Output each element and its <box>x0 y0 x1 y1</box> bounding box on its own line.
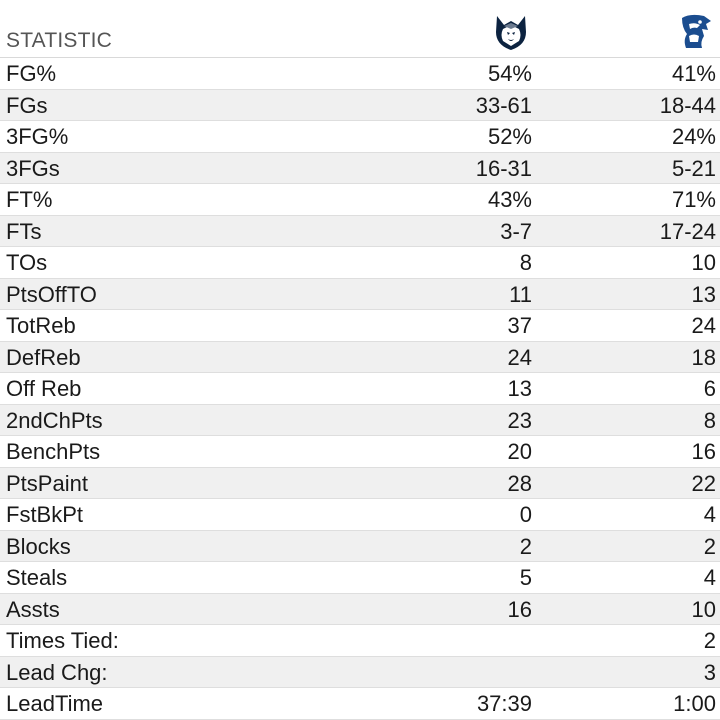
away-team-value: 2 <box>703 533 716 559</box>
stat-label: Blocks <box>6 533 71 559</box>
table-row: TotReb 37 24 <box>0 310 720 342</box>
away-team-value: 18 <box>691 344 716 370</box>
stat-label: Assts <box>6 596 60 622</box>
home-team-value: 28 <box>507 470 532 496</box>
stat-label: PtsPaint <box>6 470 88 496</box>
home-team-value: 3-7 <box>500 218 532 244</box>
stat-label: FT% <box>6 187 53 212</box>
statistic-header-label: STATISTIC <box>6 29 113 52</box>
stat-label: PtsOffTO <box>6 281 97 307</box>
stat-label: LeadTime <box>6 691 104 716</box>
stat-label: TotReb <box>6 313 76 338</box>
stat-label: Steals <box>6 565 68 590</box>
table-row: Blocks 2 2 <box>0 530 720 562</box>
away-team-value: 4 <box>703 502 716 527</box>
stat-label: TOs <box>6 250 48 275</box>
table-row: Lead Chg: 3 <box>0 656 720 688</box>
away-team-value: 10 <box>691 596 716 622</box>
home-team-value: 5 <box>519 565 532 590</box>
home-team-value: 0 <box>519 502 532 527</box>
stat-label: 3FG% <box>6 124 69 149</box>
away-team-value: 10 <box>691 250 716 275</box>
away-team-value: 24% <box>671 124 716 149</box>
table-row: FstBkPt 0 4 <box>0 499 720 531</box>
stats-rows: FG% 54% 41% FGs 33-61 18-44 3FG% 52% 24% 3FGs 16-3… <box>0 58 720 720</box>
table-row: 3FGs 16-31 5-21 <box>0 152 720 184</box>
table-row: PtsPaint 28 22 <box>0 467 720 499</box>
husky-logo-icon <box>496 16 526 50</box>
stat-label: FTs <box>6 218 42 244</box>
home-team-value: 23 <box>507 407 532 433</box>
stat-label: 2ndChPts <box>6 407 103 433</box>
away-team-value: 16 <box>691 439 716 464</box>
home-team-value: 37:39 <box>476 691 532 716</box>
table-row: LeadTime 37:39 1:00 <box>0 688 720 720</box>
away-team-value: 22 <box>691 470 716 496</box>
home-team-value: 8 <box>519 250 532 275</box>
table-row: FG% 54% 41% <box>0 58 720 90</box>
table-row: DefReb 24 18 <box>0 341 720 373</box>
home-team-value: 13 <box>507 376 532 401</box>
away-team-value: 17-24 <box>659 218 716 244</box>
away-team-value: 1:00 <box>673 691 716 716</box>
away-team-value: 13 <box>691 281 716 307</box>
away-team-value: 18-44 <box>659 92 716 118</box>
away-team-value: 6 <box>703 376 716 401</box>
table-row: BenchPts 20 16 <box>0 436 720 468</box>
away-team-value: 24 <box>691 313 716 338</box>
home-team-value: 54% <box>487 61 532 86</box>
home-team-value: 2 <box>519 533 532 559</box>
home-team-value: 16-31 <box>475 155 532 181</box>
home-team-value: 43% <box>487 187 532 212</box>
bluejay-logo-icon <box>682 14 711 48</box>
table-row: Times Tied: 2 <box>0 625 720 657</box>
table-row: PtsOffTO 11 13 <box>0 278 720 310</box>
stat-label: BenchPts <box>6 439 101 464</box>
stat-label: Lead Chg: <box>6 659 108 685</box>
table-row: 3FG% 52% 24% <box>0 121 720 153</box>
home-team-value: 11 <box>509 281 532 307</box>
stat-label: FGs <box>6 92 48 118</box>
away-team-value: 41% <box>671 61 716 86</box>
home-team-value: 33-61 <box>475 92 532 118</box>
stat-label: DefReb <box>6 344 81 370</box>
home-team-value: 16 <box>507 596 532 622</box>
away-team-value: 5-21 <box>671 155 716 181</box>
table-row: FTs 3-7 17-24 <box>0 215 720 247</box>
home-team-value: 52% <box>487 124 532 149</box>
table-row: FT% 43% 71% <box>0 184 720 216</box>
away-team-value: 4 <box>703 565 716 590</box>
home-team-value: 20 <box>507 439 532 464</box>
table-row: Steals 5 4 <box>0 562 720 594</box>
away-team-value: 71% <box>671 187 716 212</box>
away-team-value: 3 <box>703 659 716 685</box>
stat-label: Times Tied: <box>6 628 119 653</box>
table-row: Off Reb 13 6 <box>0 373 720 405</box>
table-row: Assts 16 10 <box>0 593 720 625</box>
stat-label: FG% <box>6 61 57 86</box>
away-team-value: 2 <box>703 628 716 653</box>
away-team-value: 8 <box>703 407 716 433</box>
table-header: STATISTIC <box>0 0 720 58</box>
stat-label: 3FGs <box>6 155 60 181</box>
stat-label: Off Reb <box>6 376 82 401</box>
table-row: FGs 33-61 18-44 <box>0 89 720 121</box>
table-row: 2ndChPts 23 8 <box>0 404 720 436</box>
home-team-value: 37 <box>507 313 532 338</box>
home-team-value: 24 <box>507 344 532 370</box>
table-row: TOs 8 10 <box>0 247 720 279</box>
stat-label: FstBkPt <box>6 502 84 527</box>
